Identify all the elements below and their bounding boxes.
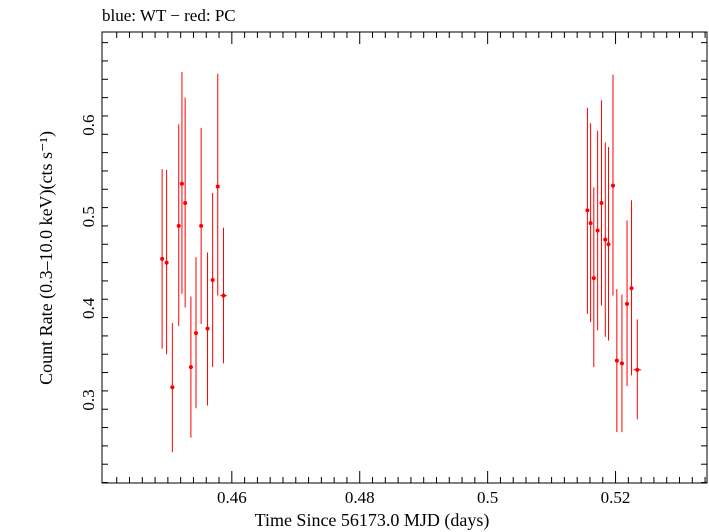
data-point xyxy=(220,227,227,364)
point-marker xyxy=(595,228,600,233)
point-marker xyxy=(205,326,210,331)
data-point xyxy=(210,192,215,368)
data-point xyxy=(633,319,642,420)
point-marker xyxy=(588,221,593,226)
data-point xyxy=(625,220,630,387)
point-marker xyxy=(635,367,640,372)
data-point xyxy=(179,71,184,294)
y-axis-label: Count Rate (0.3–10.0 keV)(cts s⁻¹) xyxy=(36,131,57,385)
point-marker xyxy=(585,208,590,213)
x-tick-label: 0.48 xyxy=(345,488,375,507)
point-marker xyxy=(215,184,220,189)
y-tick-label: 0.3 xyxy=(79,389,98,410)
y-axis: 0.3 0.4 0.5 0.6 xyxy=(79,42,707,484)
data-point xyxy=(599,100,604,306)
data-point xyxy=(614,289,619,433)
point-marker xyxy=(194,331,199,336)
plot-frame xyxy=(101,31,708,484)
point-marker xyxy=(619,361,624,366)
data-point xyxy=(588,123,593,323)
data-point xyxy=(199,127,204,324)
data-point xyxy=(585,107,590,314)
point-marker xyxy=(183,201,188,206)
data-point xyxy=(603,142,608,337)
data-point xyxy=(164,170,169,355)
series-pc xyxy=(160,71,642,453)
point-marker xyxy=(603,237,608,242)
y-tick-label: 0.4 xyxy=(79,297,98,319)
point-marker xyxy=(629,286,634,291)
data-point xyxy=(188,296,193,438)
point-marker xyxy=(164,260,169,265)
data-point xyxy=(215,73,220,296)
data-point xyxy=(619,294,624,433)
data-point xyxy=(205,252,210,406)
point-marker xyxy=(606,242,611,247)
x-tick-label: 0.5 xyxy=(477,488,498,507)
data-point xyxy=(170,323,175,453)
point-marker xyxy=(188,365,193,370)
point-marker xyxy=(179,181,184,186)
point-marker xyxy=(614,358,619,363)
point-marker xyxy=(221,293,226,298)
y-tick-label: 0.6 xyxy=(79,114,98,135)
point-marker xyxy=(625,301,630,306)
point-marker xyxy=(176,223,181,228)
data-point xyxy=(629,200,634,376)
data-point xyxy=(595,130,600,331)
point-marker xyxy=(591,276,596,281)
y-tick-label: 0.5 xyxy=(79,206,98,227)
data-point xyxy=(176,124,181,326)
point-marker xyxy=(599,201,604,206)
point-marker xyxy=(199,223,204,228)
data-point xyxy=(160,169,165,349)
point-marker xyxy=(160,256,165,261)
data-point xyxy=(183,97,188,308)
data-point xyxy=(606,147,611,341)
x-axis-label: Time Since 56173.0 MJD (days) xyxy=(255,510,490,531)
data-point xyxy=(194,257,199,409)
point-marker xyxy=(210,277,215,282)
point-marker xyxy=(610,183,615,188)
point-marker xyxy=(170,385,175,390)
x-tick-label: 0.46 xyxy=(217,488,247,507)
data-point xyxy=(610,74,615,296)
data-point xyxy=(591,187,596,368)
x-axis: 0.46 0.48 0.5 0.52 xyxy=(116,32,706,507)
x-tick-label: 0.52 xyxy=(601,488,631,507)
chart-title: blue: WT − red: PC xyxy=(102,6,236,25)
